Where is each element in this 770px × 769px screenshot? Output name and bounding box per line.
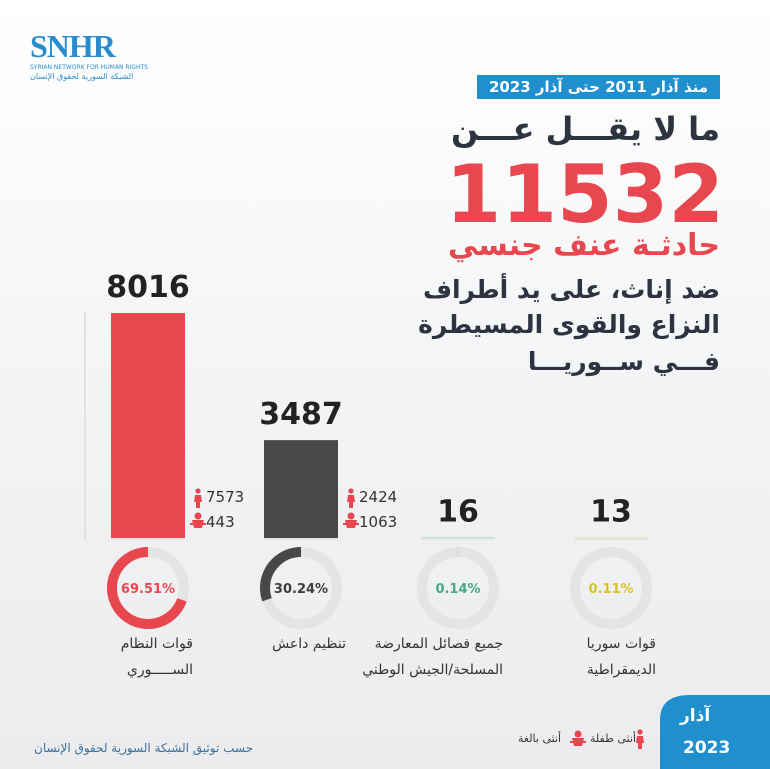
total: 11532 (445, 148, 724, 241)
woman-icon (347, 495, 355, 508)
logo-sub-ar: الشبكة السورية لحقوق الإنسان (30, 72, 134, 81)
bar-base (264, 538, 338, 540)
women-count: 2424 (359, 488, 397, 506)
bar-value: 8016 (106, 270, 190, 305)
date-badge (660, 695, 770, 769)
woman-icon (194, 495, 202, 508)
donut-arc (570, 547, 652, 629)
donut-arc (260, 547, 342, 629)
girl-icon (343, 520, 359, 528)
woman-icon (637, 729, 643, 735)
legend-women: أنثى بالغة (518, 732, 562, 745)
woman-icon (348, 488, 354, 494)
bar (111, 313, 185, 538)
period-banner: منذ آذار 2011 حتى آذار 2023 (476, 75, 720, 99)
bar (264, 440, 338, 538)
bar-value: 16 (437, 495, 479, 530)
logo-sub-en: SYRIAN NETWORK FOR HUMAN RIGHTS (30, 64, 148, 71)
headline: حادثـة عنف جنسي (447, 228, 720, 263)
date-month: آذار (680, 706, 711, 726)
girl-icon (574, 730, 582, 738)
girl-icon (190, 520, 206, 528)
woman-icon (195, 488, 201, 494)
bar-value: 13 (590, 495, 632, 530)
description-line: النزاع والقوى المسيطرة (418, 310, 720, 339)
donut-arc (107, 547, 189, 629)
legend-girls: أنثى طفلة (590, 732, 636, 745)
description-line: فـــي ســوريـــا (527, 347, 720, 376)
source: حسب توثيق الشبكة السورية لحقوق الإنسان (34, 741, 253, 755)
women-count: 7573 (206, 488, 244, 506)
category-label: الســـــوري (126, 662, 193, 678)
category-label: قوات سوريا (586, 636, 656, 652)
category-label: الديمقراطية (586, 662, 656, 678)
girl-icon (570, 738, 586, 746)
category-label: قوات النظام (120, 636, 193, 652)
donut-label: 30.24% (274, 582, 328, 597)
donut-label: 0.14% (435, 582, 480, 597)
bar-base (111, 538, 185, 540)
category-label: المسلحة/الجيش الوطني (362, 662, 503, 678)
donut-label: 69.51% (121, 582, 175, 597)
category-label: جميع فصائل المعارضة (374, 636, 503, 652)
girls-count: 443 (206, 513, 235, 531)
girl-icon (194, 512, 202, 520)
description-line: ضد إناث، على يد أطراف (422, 275, 720, 304)
date-year: 2023 (683, 738, 731, 758)
bar-base (574, 538, 648, 540)
logo: SNHR (30, 28, 116, 64)
category-label: تنظيم داعش (272, 636, 346, 652)
girl-icon (347, 512, 355, 520)
bar-base (421, 538, 495, 540)
donut-label: 0.11% (588, 582, 633, 597)
woman-icon (636, 736, 644, 749)
donut-arc (417, 547, 499, 629)
bar-value: 3487 (259, 397, 343, 432)
girls-count: 1063 (359, 513, 397, 531)
lead: ما لا يقـــل عـــن (451, 110, 720, 148)
